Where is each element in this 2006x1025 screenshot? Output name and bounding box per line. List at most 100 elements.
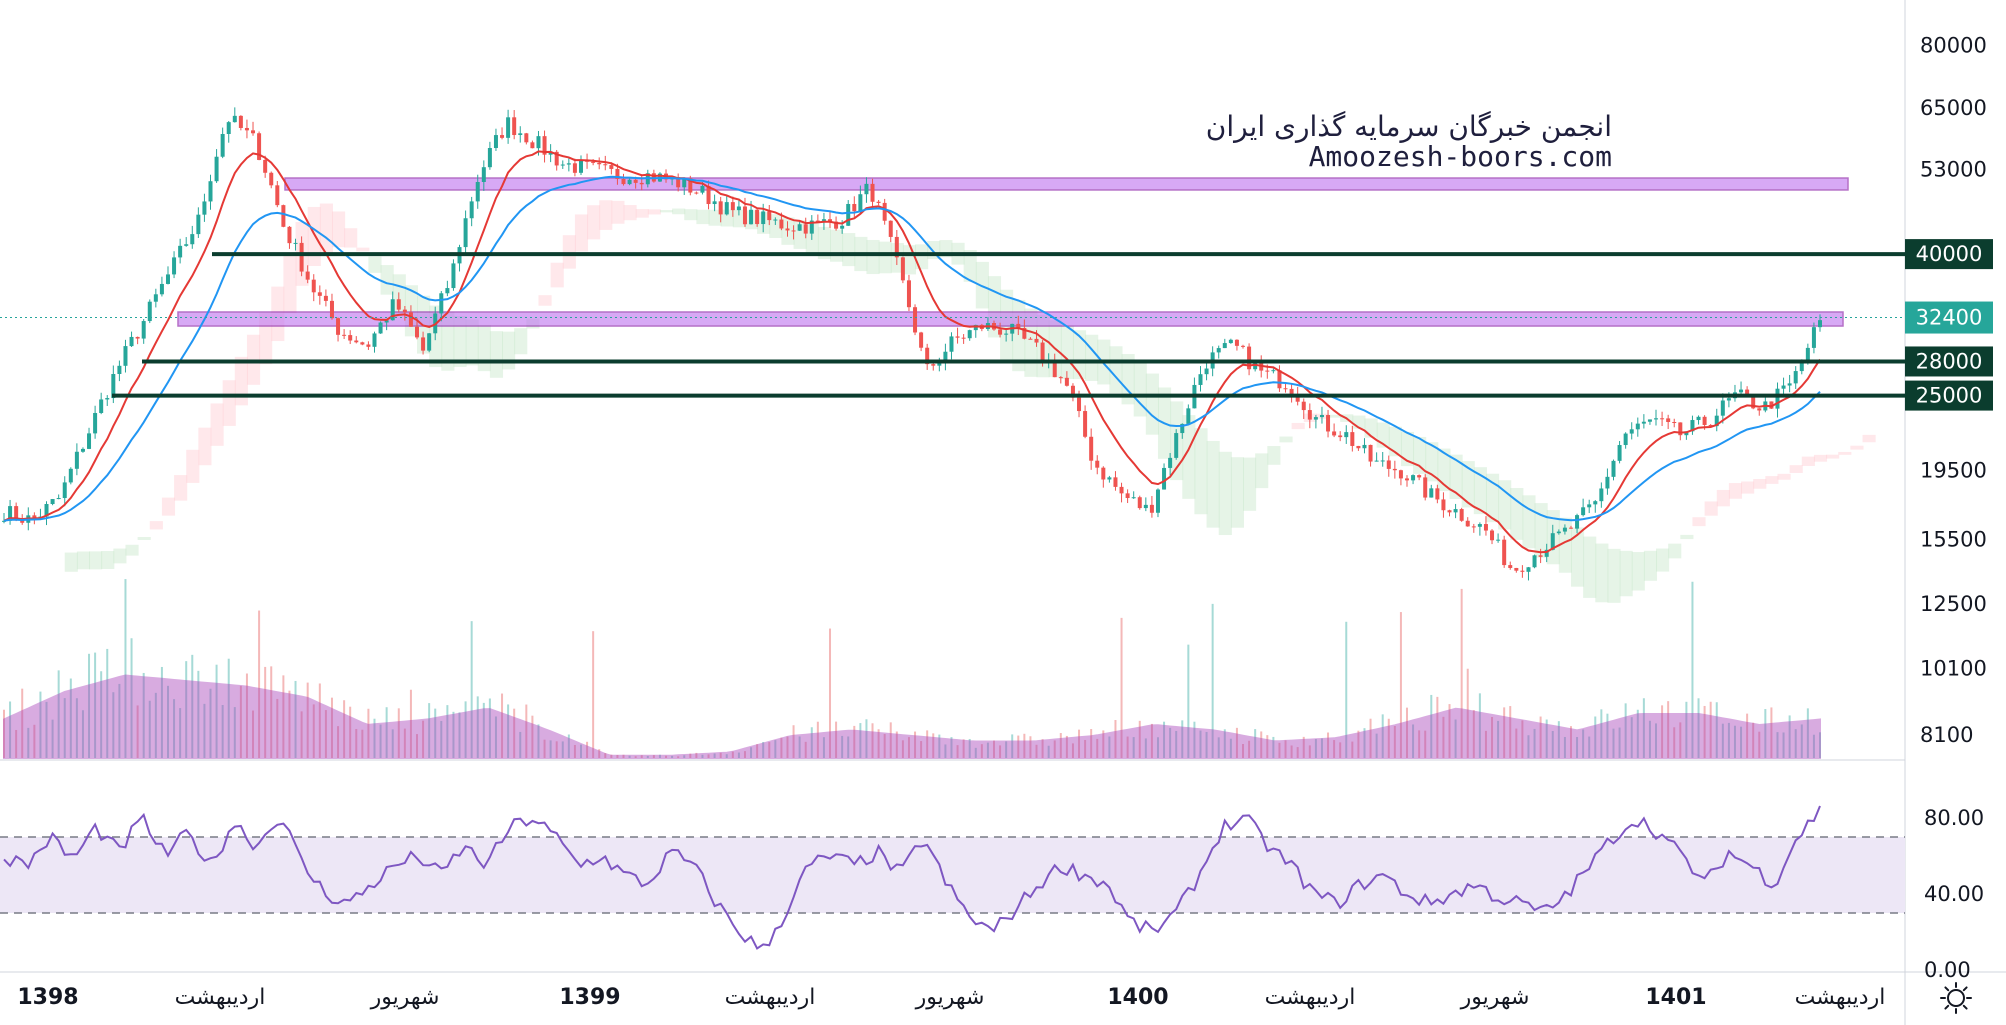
volume-bar: [258, 610, 261, 758]
volume-bar: [829, 628, 832, 758]
candle-body: [257, 133, 262, 160]
cloud-segment: [550, 262, 564, 288]
candle-body: [1070, 385, 1075, 398]
volume-bar: [883, 734, 886, 758]
time-tick: اردیبهشت: [1795, 985, 1886, 1010]
candle-body: [694, 192, 699, 194]
candle-body: [627, 179, 632, 185]
volume-bar: [1806, 708, 1809, 758]
volume-bar: [719, 752, 722, 758]
cloud-segment: [1704, 501, 1718, 516]
candle-body: [1611, 460, 1616, 477]
candle-body: [821, 219, 826, 221]
cloud-segment: [1279, 436, 1293, 443]
candle-body: [354, 340, 359, 343]
volume-bar: [1551, 731, 1554, 758]
candle-body: [1368, 444, 1373, 462]
cloud-segment: [1291, 422, 1305, 430]
volume-bar: [1691, 581, 1694, 758]
cloud-segment: [186, 449, 200, 483]
price-tick: 65000: [1920, 96, 1987, 120]
candle-body: [427, 333, 432, 351]
candle-body: [566, 163, 571, 165]
candle-body: [238, 115, 243, 128]
candle-body: [1818, 320, 1822, 328]
candle-body: [317, 292, 322, 296]
volume-bar: [81, 710, 84, 758]
candle-body: [1532, 555, 1537, 568]
candle-body: [1490, 530, 1495, 541]
candle-body: [1034, 338, 1039, 343]
candle-body: [1204, 368, 1209, 375]
candle-body: [1508, 565, 1513, 568]
volume-bar: [1448, 704, 1451, 758]
volume-bar: [1624, 703, 1627, 758]
volume-bar: [1035, 744, 1038, 758]
volume-bar: [1345, 621, 1348, 758]
cloud-segment: [975, 261, 989, 309]
volume-bar: [1156, 737, 1159, 758]
volume-bar: [1181, 720, 1184, 758]
volume-bar: [130, 638, 133, 758]
support-levels[interactable]: 40000 28000 25000 32400: [0, 239, 1993, 411]
candle-body: [1083, 411, 1088, 437]
volume-bar: [21, 688, 24, 758]
level-label-box: [1905, 380, 1993, 411]
volume-bar: [1503, 707, 1506, 758]
cloud-segment: [623, 205, 637, 221]
candle-body: [1398, 470, 1403, 479]
candle-body: [74, 451, 79, 469]
candle-body: [1775, 388, 1780, 409]
candle-body: [1040, 342, 1045, 362]
candle-body: [487, 148, 492, 168]
candle-body: [1793, 371, 1798, 384]
candle-body: [251, 130, 256, 134]
watermark-url: Amoozesh-boors.com: [1308, 140, 1612, 173]
candle-body: [1301, 401, 1306, 411]
cloud-segment: [1145, 373, 1159, 435]
candle-body: [360, 342, 365, 345]
candle-body: [208, 181, 213, 202]
candle-body: [773, 219, 778, 221]
volume-bar: [1393, 725, 1396, 758]
gear-icon[interactable]: [1938, 980, 1974, 1016]
candle-body: [1550, 533, 1555, 550]
volume-bar: [63, 698, 66, 758]
volume-bar: [1527, 735, 1530, 758]
candle-body: [20, 519, 25, 523]
volume-bar: [94, 652, 97, 758]
volume-bar: [901, 740, 904, 758]
volume-bar: [482, 702, 485, 758]
candle-body: [621, 178, 626, 185]
candle-body: [882, 202, 887, 221]
candle-body: [1332, 431, 1337, 436]
volume-bar: [245, 673, 248, 758]
volume-bar: [1108, 736, 1111, 758]
candle-body: [402, 309, 407, 313]
volume-average: [3, 674, 1821, 759]
volume-bar: [592, 631, 595, 758]
cloud-segment: [732, 209, 746, 228]
volume-bar: [628, 755, 631, 758]
volume-bar: [1472, 710, 1475, 758]
candle-body: [864, 183, 869, 195]
cloud-segment: [210, 403, 224, 446]
candle-body: [1581, 507, 1586, 516]
volume-bar: [1679, 722, 1682, 758]
candle-body: [973, 324, 978, 331]
cloud-segment: [830, 229, 844, 262]
volume-bar: [707, 754, 710, 758]
candle-body: [785, 228, 790, 231]
volume-bar: [282, 675, 285, 758]
candle-body: [68, 468, 73, 483]
cloud-segment: [1267, 446, 1281, 465]
volume-bar: [1138, 720, 1141, 758]
candle-body: [1137, 497, 1142, 509]
volume-bar: [1017, 735, 1020, 758]
volume-bar: [920, 741, 923, 758]
cloud-segment: [453, 316, 467, 367]
volume-bar: [1819, 732, 1821, 758]
candle-body: [1241, 345, 1246, 347]
cloud-segment: [1072, 330, 1087, 380]
